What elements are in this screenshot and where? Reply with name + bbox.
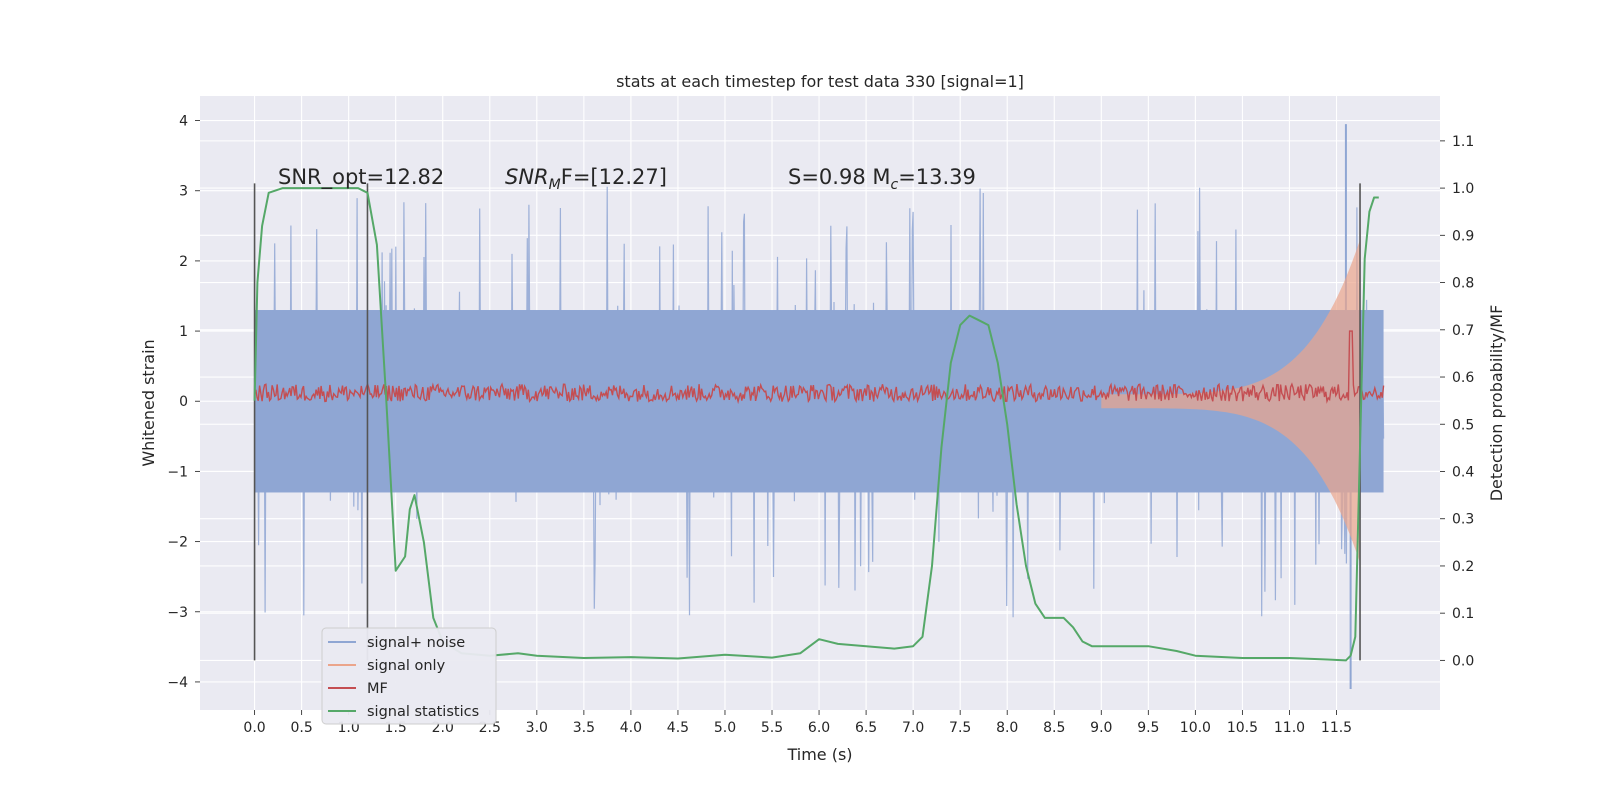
x-tick-label: 5.0: [714, 720, 736, 736]
legend-label: signal statistics: [367, 704, 479, 720]
signal-only-envelope: [1101, 239, 1360, 563]
x-tick-label: 8.0: [996, 720, 1018, 736]
x-tick-label: 11.5: [1321, 720, 1352, 736]
x-axis-label: Time (s): [786, 745, 852, 764]
x-tick-label: 10.0: [1180, 720, 1211, 736]
x-tick-label: 9.5: [1137, 720, 1159, 736]
y-tick-label: −2: [167, 535, 188, 551]
legend: signal+ noise signal only MF signal statist…: [321, 627, 497, 725]
annotation-main: SNR: [505, 165, 549, 189]
y2-tick-label: 1.0: [1452, 181, 1474, 197]
y-tick-label: 2: [179, 254, 188, 270]
x-tick-label: 5.5: [761, 720, 783, 736]
y2-tick-label: 0.8: [1452, 276, 1474, 292]
annotation-sub: c: [890, 177, 898, 193]
y2-tick-label: 0.6: [1452, 370, 1474, 386]
legend-label: signal+ noise: [367, 635, 465, 651]
annotations: SNR_opt=12.82 SNRMF=[12.27] S=0.98 Mc=13.3…: [278, 165, 976, 193]
data-layer: [253, 124, 1385, 689]
x-tick-label: 3.0: [526, 720, 548, 736]
annotation-3: S=0.98 Mc=13.39: [788, 165, 976, 193]
legend-label: signal only: [367, 658, 446, 674]
x-tick-label: 0.5: [290, 720, 312, 736]
annotation-tail: =13.39: [898, 165, 976, 189]
ticks: 0.0 0.5 1.0 1.5 2.0 2.5 3.0 3.5 4.0 4.5 5.0 5.5 6.0 6…: [167, 114, 1474, 736]
chart-title: stats at each timestep for test data 330…: [616, 72, 1024, 91]
y-tick-label: −4: [167, 675, 188, 691]
annotation-2: SNRMF=[12.27]: [505, 165, 667, 193]
x-tick-label: 7.0: [902, 720, 924, 736]
x-tick-label: 11.0: [1274, 720, 1305, 736]
y-tick-label: 4: [179, 114, 188, 130]
x-tick-label: 7.5: [949, 720, 971, 736]
signal-statistics-line: [253, 187, 1379, 662]
y2-tick-label: 1.1: [1452, 134, 1474, 150]
annotation-1: SNR_opt=12.82: [278, 165, 444, 190]
y2-tick-label: 0.4: [1452, 464, 1474, 480]
x-tick-label: 9.0: [1090, 720, 1112, 736]
y-tick-label: 3: [179, 184, 188, 200]
y2-tick-label: 0.3: [1452, 512, 1474, 528]
x-tick-label: 3.5: [573, 720, 595, 736]
x-tick-label: 8.5: [1043, 720, 1065, 736]
annotation-tail: F=[12.27]: [561, 165, 667, 189]
y2-tick-label: 0.5: [1452, 417, 1474, 433]
y-tick-label: −1: [167, 464, 188, 480]
annotation-main: S=0.98 M: [788, 165, 890, 189]
annotation-main: SNR_opt=12.82: [278, 165, 444, 190]
y2-tick-label: 0.7: [1452, 323, 1474, 339]
y2-tick-label: 0.2: [1452, 559, 1474, 575]
y-axis-label: Whitened strain: [139, 339, 158, 466]
x-tick-label: 6.0: [808, 720, 830, 736]
y-tick-label: 0: [179, 394, 188, 410]
mf-line: [253, 330, 1385, 405]
y2-tick-label: 0.1: [1452, 606, 1474, 622]
annotation-sub: M: [549, 177, 561, 193]
y-tick-label: 1: [179, 324, 188, 340]
legend-label: MF: [367, 681, 388, 697]
y2-axis-label: Detection probability/MF: [1487, 305, 1506, 502]
y2-tick-label: 0.0: [1452, 653, 1474, 669]
legend-box: [321, 627, 497, 725]
x-tick-label: 6.5: [855, 720, 877, 736]
y2-tick-label: 0.9: [1452, 228, 1474, 244]
x-tick-label: 4.0: [620, 720, 642, 736]
x-tick-label: 10.5: [1227, 720, 1258, 736]
y-tick-label: −3: [167, 605, 188, 621]
x-tick-label: 0.0: [243, 720, 265, 736]
x-tick-label: 4.5: [667, 720, 689, 736]
